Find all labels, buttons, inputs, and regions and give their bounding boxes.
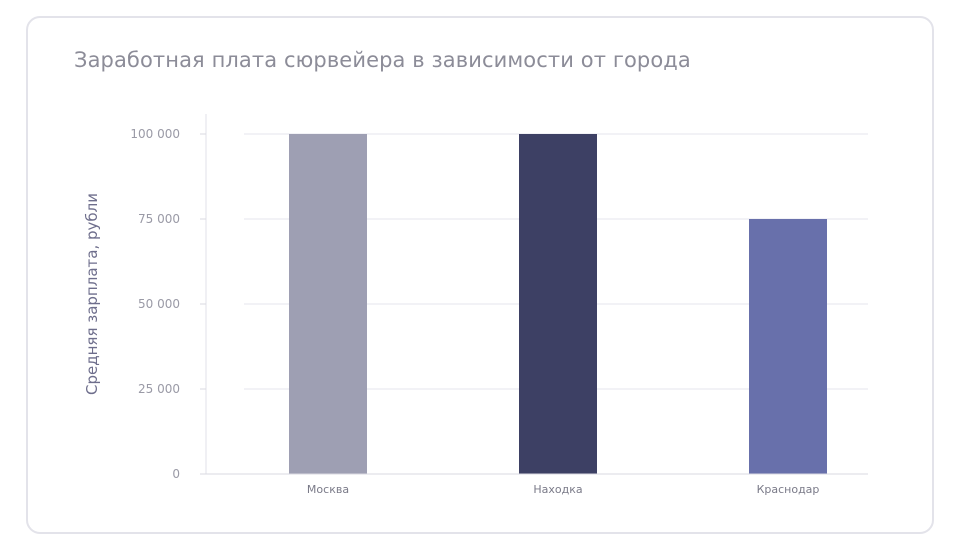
bar <box>519 134 597 474</box>
y-axis-title: Средняя зарплата, рубли <box>83 193 101 395</box>
y-tick-label: 0 <box>172 467 180 481</box>
bars <box>289 134 827 474</box>
y-tick-label: 50 000 <box>138 297 180 311</box>
x-tick-label: Москва <box>307 483 349 496</box>
x-tick-label: Находка <box>533 483 582 496</box>
axes: 0 25 000 50 000 75 000 100 000 Москва Находка К… <box>130 114 868 496</box>
bar <box>289 134 367 474</box>
y-tick-label: 25 000 <box>138 382 180 396</box>
bar <box>749 219 827 474</box>
y-tick-label: 100 000 <box>130 127 180 141</box>
x-tick-label: Краснодар <box>757 483 820 496</box>
chart-title: Заработная плата сюрвейера в зависимости… <box>74 48 691 72</box>
y-tick-label: 75 000 <box>138 212 180 226</box>
